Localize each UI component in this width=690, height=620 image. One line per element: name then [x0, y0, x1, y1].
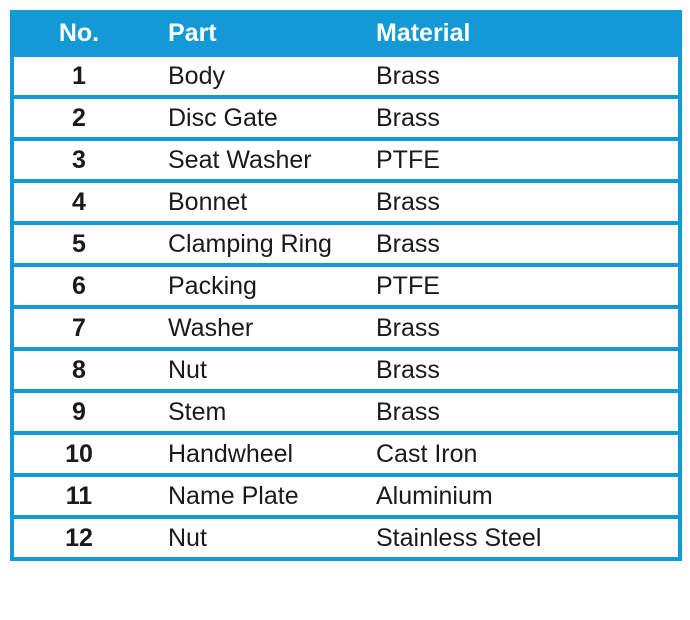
cell-material: Brass [376, 103, 440, 132]
table-row: 7 Washer Brass [12, 307, 680, 349]
table-row: 2 Disc Gate Brass [12, 97, 680, 139]
table-row: 12 Nut Stainless Steel [12, 517, 680, 559]
cell-part: Packing [168, 271, 257, 300]
cell-no: 2 [72, 103, 86, 132]
cell-material: PTFE [376, 271, 440, 300]
table-header: No. Part Material [12, 12, 680, 55]
cell-material: Brass [376, 313, 440, 342]
cell-no: 4 [72, 187, 86, 216]
cell-part: Bonnet [168, 187, 248, 216]
table-row: 6 Packing PTFE [12, 265, 680, 307]
cell-material: Stainless Steel [376, 523, 542, 552]
cell-material: Cast Iron [376, 439, 478, 468]
cell-material: PTFE [376, 145, 440, 174]
cell-no: 3 [72, 145, 86, 174]
cell-part: Seat Washer [168, 145, 312, 174]
cell-material: Brass [376, 229, 440, 258]
table-header-row: No. Part Material [12, 12, 680, 55]
cell-no: 9 [72, 397, 86, 426]
cell-part: Handwheel [168, 439, 294, 468]
column-header-material: Material [376, 19, 471, 47]
cell-material: Brass [376, 187, 440, 216]
cell-no: 12 [65, 523, 93, 552]
cell-no: 6 [72, 271, 86, 300]
cell-no: 1 [72, 61, 86, 90]
table-row: 1 Body Brass [12, 55, 680, 97]
column-header-part: Part [168, 19, 217, 47]
cell-no: 7 [72, 313, 86, 342]
parts-materials-table: No. Part Material 1 Body Brass 2 Disc Ga… [10, 10, 682, 561]
cell-no: 5 [72, 229, 86, 258]
table-row: 10 Handwheel Cast Iron [12, 433, 680, 475]
cell-part: Washer [168, 313, 254, 342]
table-row: 11 Name Plate Aluminium [12, 475, 680, 517]
cell-part: Name Plate [168, 481, 299, 510]
cell-part: Clamping Ring [168, 229, 332, 258]
cell-material: Brass [376, 355, 440, 384]
cell-material: Brass [376, 61, 440, 90]
table-row: 5 Clamping Ring Brass [12, 223, 680, 265]
cell-no: 11 [65, 481, 93, 510]
cell-material: Aluminium [376, 481, 493, 510]
table-row: 4 Bonnet Brass [12, 181, 680, 223]
table-row: 8 Nut Brass [12, 349, 680, 391]
table-row: 9 Stem Brass [12, 391, 680, 433]
cell-part: Nut [168, 523, 207, 552]
cell-part: Body [168, 61, 225, 90]
cell-part: Nut [168, 355, 207, 384]
column-header-no: No. [58, 19, 100, 47]
table-body: 1 Body Brass 2 Disc Gate Brass 3 Seat Wa… [12, 55, 680, 559]
cell-material: Brass [376, 397, 440, 426]
cell-part: Stem [168, 397, 227, 426]
cell-part: Disc Gate [168, 103, 278, 132]
cell-no: 8 [72, 355, 86, 384]
table-row: 3 Seat Washer PTFE [12, 139, 680, 181]
cell-no: 10 [65, 439, 93, 468]
